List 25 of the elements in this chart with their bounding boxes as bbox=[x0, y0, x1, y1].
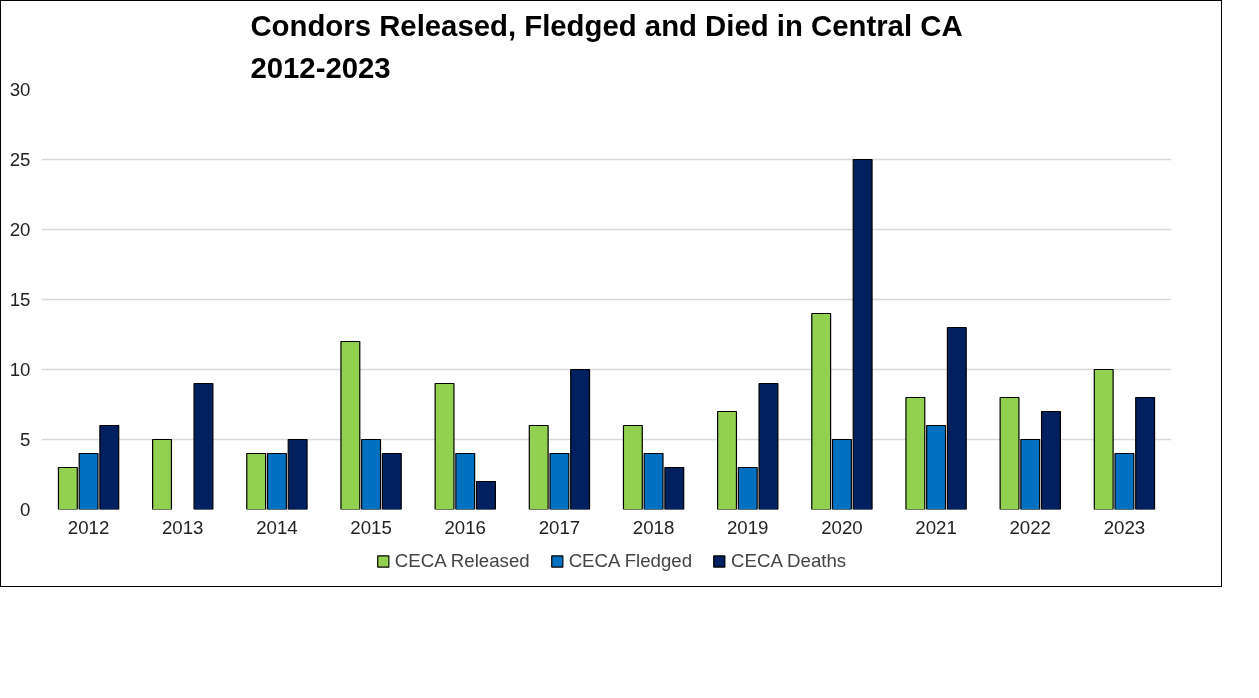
legend-label: CECA Deaths bbox=[731, 550, 847, 572]
x-tick-label: 2017 bbox=[538, 516, 581, 538]
x-tick-label: 2021 bbox=[915, 516, 957, 538]
y-tick-label: 20 bbox=[9, 219, 31, 240]
chart-title: Condors Released, Fledged and Died in Central CA 2012-2023 bbox=[250, 8, 963, 85]
x-tick-label: 2014 bbox=[256, 516, 298, 538]
x-tick-label: 2020 bbox=[821, 516, 863, 538]
x-tick-label: 2023 bbox=[1103, 516, 1146, 538]
y-tick-label: 15 bbox=[9, 289, 31, 310]
y-tick-label: 0 bbox=[20, 499, 31, 520]
x-tick-label: 2015 bbox=[350, 516, 392, 538]
y-tick-label: 30 bbox=[9, 79, 31, 100]
x-tick-label: 2022 bbox=[1009, 516, 1052, 538]
x-tick-label: 2019 bbox=[727, 516, 769, 538]
y-tick-label: 10 bbox=[9, 359, 31, 380]
legend-label: CECA Released bbox=[394, 550, 530, 572]
x-tick-label: 2012 bbox=[67, 516, 110, 538]
y-tick-label: 5 bbox=[20, 429, 31, 450]
bar bbox=[193, 382, 214, 510]
x-tick-label: 2018 bbox=[632, 516, 675, 538]
y-tick-label: 25 bbox=[9, 149, 31, 170]
x-tick-label: 2016 bbox=[444, 516, 487, 538]
x-tick-label: 2013 bbox=[162, 516, 204, 538]
legend-label: CECA Fledged bbox=[568, 550, 693, 572]
bar bbox=[152, 438, 173, 510]
